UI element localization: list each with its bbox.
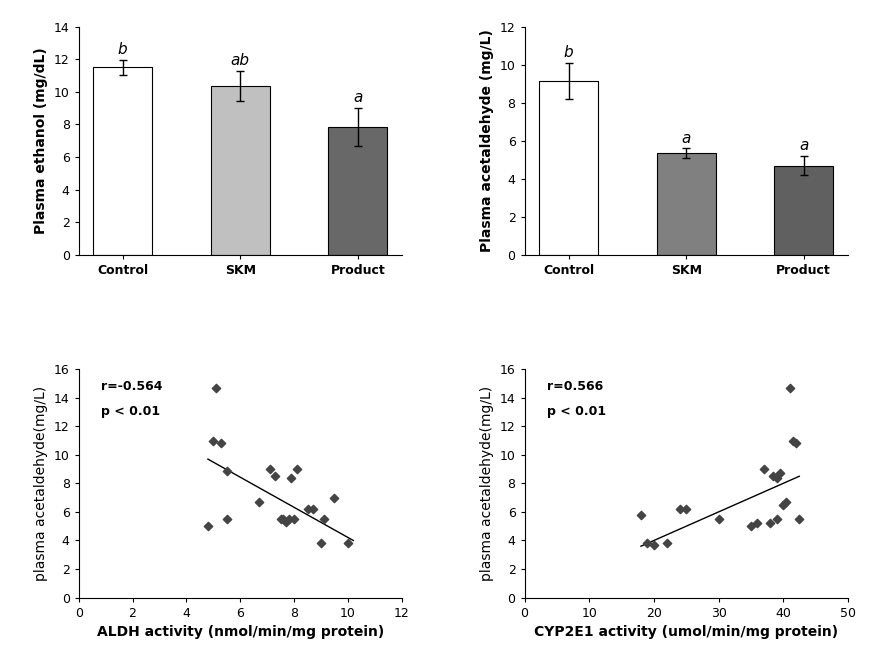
Bar — [657, 153, 716, 255]
Point — [641, 538, 655, 548]
Point — [786, 436, 800, 446]
Text: ab: ab — [231, 53, 250, 68]
Text: a: a — [353, 90, 363, 105]
Point — [287, 514, 301, 525]
Text: p < 0.01: p < 0.01 — [101, 405, 161, 418]
Point — [284, 472, 298, 483]
Point — [263, 463, 277, 474]
Point — [328, 493, 342, 503]
X-axis label: CYP2E1 activity (umol/min/mg protein): CYP2E1 activity (umol/min/mg protein) — [534, 625, 838, 639]
Point — [252, 497, 266, 507]
Bar — [774, 165, 833, 255]
Bar — [539, 81, 598, 255]
Point — [750, 518, 764, 529]
Text: a: a — [799, 138, 808, 153]
Point — [679, 504, 693, 515]
Point — [773, 468, 787, 479]
Point — [780, 497, 794, 507]
Bar — [94, 67, 152, 255]
Point — [276, 514, 290, 525]
Y-axis label: Plasma ethanol (mg/dL): Plasma ethanol (mg/dL) — [34, 47, 48, 234]
Point — [268, 471, 282, 481]
Y-axis label: plasma acetaldehyde(mg/L): plasma acetaldehyde(mg/L) — [480, 386, 494, 581]
Point — [711, 514, 725, 525]
Y-axis label: plasma acetaldehyde(mg/L): plasma acetaldehyde(mg/L) — [34, 386, 48, 581]
Point — [279, 517, 293, 527]
Y-axis label: Plasma acetaldehyde (mg/L): Plasma acetaldehyde (mg/L) — [480, 29, 494, 252]
Text: p < 0.01: p < 0.01 — [547, 405, 607, 418]
Point — [281, 514, 295, 525]
Text: a: a — [682, 131, 690, 145]
Point — [770, 472, 784, 483]
Point — [209, 382, 223, 393]
Point — [306, 504, 320, 515]
Point — [214, 438, 228, 449]
Point — [314, 538, 328, 548]
Point — [673, 504, 687, 515]
Point — [301, 504, 315, 515]
Point — [219, 465, 233, 476]
Point — [206, 436, 220, 446]
Text: r=-0.564: r=-0.564 — [101, 380, 163, 392]
Point — [763, 518, 777, 529]
Point — [634, 509, 648, 520]
Point — [316, 514, 330, 525]
X-axis label: ALDH activity (nmol/min/mg protein): ALDH activity (nmol/min/mg protein) — [97, 625, 384, 639]
Point — [290, 463, 304, 474]
Text: b: b — [564, 45, 573, 60]
Point — [782, 382, 796, 393]
Point — [660, 538, 674, 548]
Point — [219, 514, 233, 525]
Point — [793, 514, 807, 525]
Point — [744, 521, 758, 531]
Point — [776, 499, 790, 510]
Text: r=0.566: r=0.566 — [547, 380, 603, 392]
Bar — [329, 127, 387, 255]
Point — [757, 463, 771, 474]
Text: b: b — [118, 42, 128, 56]
Point — [341, 538, 355, 548]
Point — [789, 438, 803, 449]
Point — [274, 514, 288, 525]
Point — [766, 471, 780, 481]
Point — [647, 539, 661, 550]
Point — [201, 521, 215, 531]
Bar — [211, 86, 269, 255]
Point — [770, 514, 784, 525]
